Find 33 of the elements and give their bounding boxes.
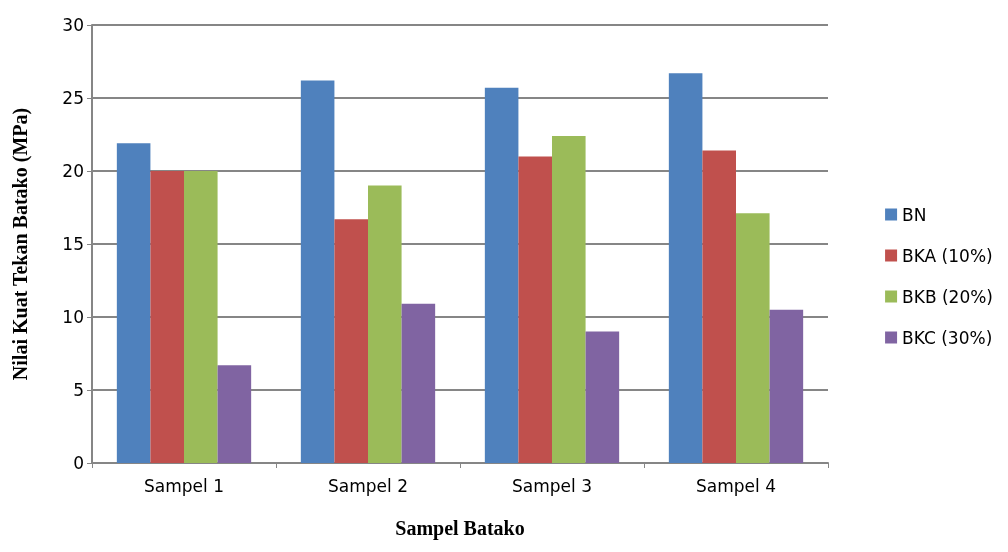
- y-tick-label: 0: [73, 453, 84, 473]
- bar: [150, 171, 184, 463]
- x-tick-label: Sampel 1: [144, 475, 224, 496]
- bar: [116, 143, 151, 463]
- y-tick-label: 25: [62, 88, 84, 108]
- y-axis-title: Nilai Kuat Tekan Batako (MPa): [9, 107, 32, 381]
- y-tick-label: 10: [62, 307, 84, 327]
- legend-label: BKB (20%): [902, 286, 994, 307]
- bar: [668, 73, 703, 463]
- bar: [736, 213, 770, 463]
- x-tick-label: Sampel 3: [512, 475, 592, 496]
- x-axis-title: Sampel Batako: [395, 517, 525, 540]
- bar: [769, 309, 804, 463]
- y-tick-label: 20: [62, 161, 84, 181]
- bar: [217, 365, 252, 463]
- bar: [585, 331, 620, 463]
- bar: [334, 219, 368, 463]
- y-tick-label: 30: [62, 15, 84, 35]
- x-tick-label: Sampel 2: [328, 475, 408, 496]
- y-tick-label: 15: [62, 234, 84, 254]
- legend-label: BN: [902, 204, 927, 225]
- x-tick-label: Sampel 4: [696, 475, 776, 496]
- bar: [702, 150, 736, 463]
- bar: [368, 185, 402, 463]
- legend-label: BKA (10%): [902, 245, 993, 266]
- bar: [484, 87, 519, 463]
- legend-label: BKC (30%): [902, 327, 993, 348]
- bar: [518, 156, 552, 463]
- y-tick-label: 5: [73, 380, 84, 400]
- bar: [184, 171, 218, 463]
- bar: [300, 80, 335, 463]
- bar: [401, 303, 436, 463]
- bar: [552, 135, 586, 463]
